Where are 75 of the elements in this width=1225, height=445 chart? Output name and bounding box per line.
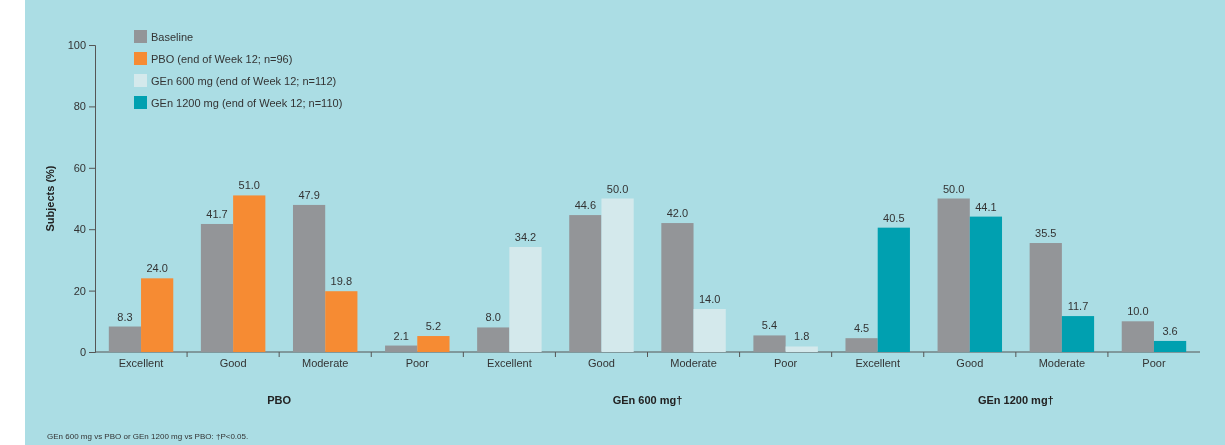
data-label: 51.0 — [238, 179, 260, 192]
y-tick-label: 20 — [73, 284, 86, 297]
text: GEn 600 mg† — [612, 394, 683, 406]
x-tick-label: Poor — [774, 357, 798, 370]
bar — [509, 247, 542, 352]
bar — [417, 336, 450, 352]
x-tick-label: Poor — [405, 357, 430, 370]
data-label: 44.6 — [574, 199, 597, 212]
x-tick-label: Moderate — [1038, 357, 1086, 370]
bar — [233, 195, 266, 352]
data-label: 34.2 — [514, 231, 537, 244]
y-tick-label: 100 — [67, 39, 86, 52]
data-label: 24.0 — [146, 262, 168, 275]
y-tick-label: 60 — [73, 161, 86, 174]
bar — [141, 278, 174, 352]
bar — [601, 198, 634, 352]
data-label: 1.8 — [794, 330, 810, 343]
bar — [753, 335, 786, 352]
text: GEn 1200 mg† — [977, 394, 1054, 406]
bar — [200, 223, 234, 352]
data-label: 50.0 — [942, 182, 965, 195]
y-tick-label: 40 — [73, 223, 86, 236]
y-axis-title: Subjects (%) — [44, 165, 56, 232]
bar — [385, 345, 418, 352]
x-tick-label: Excellent — [118, 357, 164, 370]
legend-label: GEn 600 mg (end of Week 12; n=112) — [151, 75, 337, 87]
data-label: 8.0 — [485, 311, 501, 324]
x-tick-label: Good — [956, 357, 984, 370]
bar — [661, 223, 694, 352]
bar — [785, 346, 818, 352]
x-tick-label: Good — [588, 357, 615, 370]
data-label: 41.7 — [206, 207, 228, 220]
bar — [108, 326, 142, 352]
x-tick-label: Poor — [1142, 357, 1166, 370]
bar — [325, 291, 358, 352]
data-label: 8.3 — [117, 310, 133, 323]
data-label: 14.0 — [698, 293, 721, 306]
bar — [1029, 243, 1062, 352]
data-label: 40.5 — [883, 211, 905, 224]
data-label: 2.1 — [393, 329, 409, 342]
bar — [937, 198, 970, 352]
bar — [845, 338, 878, 352]
data-label: 47.9 — [298, 188, 320, 201]
legend-label: PBO (end of Week 12; n=96) — [151, 53, 293, 65]
data-label: 5.4 — [761, 319, 778, 332]
text: GEn 600 mg vs PBO or GEn 1200 mg vs PBO: †P<0.05. — [47, 432, 249, 441]
y-tick-label: 0 — [79, 346, 86, 359]
legend-label: GEn 1200 mg (end of Week 12; n=110) — [151, 97, 343, 109]
data-label: 3.6 — [1162, 324, 1178, 337]
data-label: 11.7 — [1067, 300, 1089, 313]
data-label: 10.0 — [1127, 305, 1149, 318]
data-label: 4.5 — [853, 322, 870, 335]
bar — [1153, 340, 1187, 352]
legend-label: Baseline — [151, 31, 194, 43]
data-label: 35.5 — [1035, 227, 1057, 240]
y-tick-label: 80 — [73, 100, 86, 113]
x-tick-label: Moderate — [670, 357, 717, 370]
x-tick-label: Excellent — [487, 357, 532, 370]
text: PBO — [267, 394, 292, 406]
x-tick-label: Moderate — [301, 357, 349, 370]
bar — [693, 309, 726, 352]
bar — [969, 216, 1003, 352]
data-label: 42.0 — [666, 207, 689, 220]
data-label: 5.2 — [425, 320, 442, 333]
x-tick-label: Excellent — [855, 357, 901, 370]
x-tick-label: Good — [219, 357, 247, 370]
bar — [1121, 321, 1154, 352]
bar — [877, 227, 910, 352]
data-label: 50.0 — [606, 182, 629, 195]
bar — [292, 204, 326, 352]
bar — [1061, 316, 1095, 352]
data-label: 44.1 — [975, 200, 997, 213]
bar — [569, 215, 602, 352]
bar — [477, 327, 510, 352]
data-label: 19.8 — [330, 275, 353, 288]
